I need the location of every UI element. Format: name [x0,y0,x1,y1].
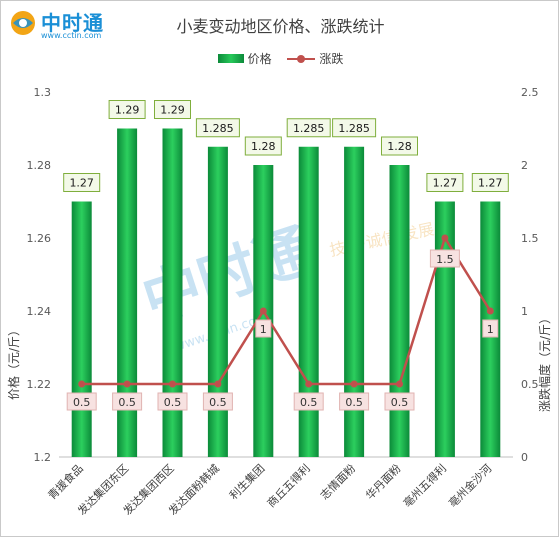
bar-data-label-box [426,173,464,192]
bar [71,201,92,457]
bar-data-label: 1.285 [293,122,325,135]
watermark-slogan: 技术·诚信·发展 [328,219,436,260]
bar-data-label-box [244,136,282,156]
legend-label-price: 价格 [247,52,272,66]
x-tick-label: 亳州金沙河 [446,461,495,510]
line-data-label: 0.5 [118,396,136,409]
line-data-label: 0.5 [209,396,227,409]
y-right-tick-label: 2.5 [521,86,539,99]
bar-data-label: 1.27 [433,177,458,190]
line-data-label-box [255,319,272,338]
y-left-tick-label: 1.3 [34,86,52,99]
change-point [123,380,131,388]
change-point [350,380,358,388]
bar-data-label: 1.285 [202,122,234,135]
brand-logo: 中时通 www.cctin.com [9,7,119,45]
y-left-tick-label: 1.24 [27,305,52,318]
legend-line-swatch [287,54,316,63]
change-point [441,234,449,242]
change-point [214,380,222,388]
bar-data-label-box [108,100,146,119]
change-point [78,380,86,388]
line-data-label-box [66,392,97,411]
bar-data-label-box [381,136,418,156]
line-data-label: 0.5 [164,396,182,409]
line-data-label-box [112,392,143,411]
bar-data-label-box [286,118,331,138]
bar-data-label: 1.27 [478,177,503,190]
bar [344,146,365,457]
bar-data-label-box [332,118,377,138]
line-data-label: 0.5 [73,396,91,409]
legend-label-change: 涨跌 [319,52,344,66]
change-point [305,380,313,388]
y-right-tick-label: 0.5 [521,378,539,391]
chart-title: 小麦变动地区价格、涨跌统计 [176,17,385,36]
bar-data-label: 1.29 [115,104,140,117]
bar-data-label: 1.27 [69,177,94,190]
line-data-label: 1 [260,323,267,336]
y-left-tick-label: 1.2 [34,451,52,464]
x-tick-label: 商丘五得利 [264,461,313,510]
x-tick-label: 利生集团 [226,461,267,502]
y-right-tick-label: 1 [521,305,528,318]
line-data-label-box [293,392,324,411]
legend-item-change: 涨跌 [287,50,343,67]
y-right-tick-label: 0 [521,451,528,464]
x-tick-label: 志情面粉 [318,462,358,502]
line-data-label: 0.5 [345,396,363,409]
y-left-tick-label: 1.22 [27,378,52,391]
change-point [169,380,176,388]
bar-data-label-box [471,173,509,192]
line-data-label-box [482,319,499,338]
y-left-axis-title: 价格（元/斤） [6,324,21,400]
y-right-tick-label: 2 [521,159,528,172]
change-point [396,380,403,388]
bar-data-label: 1.28 [251,140,276,153]
brand-url: www.cctin.com [41,31,102,40]
legend-item-price: 价格 [217,50,272,67]
bar-data-label: 1.28 [387,140,412,153]
change-point [486,307,494,315]
brand-name: 中时通 [41,11,104,35]
y-right-tick-label: 1.5 [521,232,539,245]
globe-icon [11,11,35,35]
line-data-label-box [157,392,188,411]
y-left-tick-label: 1.28 [27,159,52,172]
line-data-label: 0.5 [300,396,318,409]
bar-data-label: 1.29 [160,104,185,117]
x-tick-label: 亳州五得利 [400,461,449,510]
line-data-label-box [339,392,370,411]
chart-legend: 价格 涨跌 [1,50,559,67]
bar [207,146,228,457]
bar [162,128,183,457]
line-data-label: 1.5 [436,253,454,266]
bar-data-label: 1.285 [338,122,370,135]
y-right-axis-title: 涨跌幅度（元/斤） [537,312,552,412]
line-data-label: 0.5 [391,396,409,409]
x-tick-label: 华丹面粉 [363,461,404,502]
bar [298,146,319,457]
bar [117,128,138,457]
line-data-label: 1 [487,323,494,336]
change-point [259,307,267,315]
bar [389,165,410,457]
y-left-tick-label: 1.26 [27,232,52,245]
x-tick-label: 青援食品 [45,461,86,502]
bar-data-label-box [63,173,101,192]
bar-data-label-box [154,100,191,119]
line-data-label-box [384,392,415,411]
line-data-label-box [202,392,233,411]
bar-data-label-box [195,118,240,138]
change-series-line [81,235,492,386]
legend-bar-swatch [217,54,244,63]
line-data-label-box [429,249,460,268]
